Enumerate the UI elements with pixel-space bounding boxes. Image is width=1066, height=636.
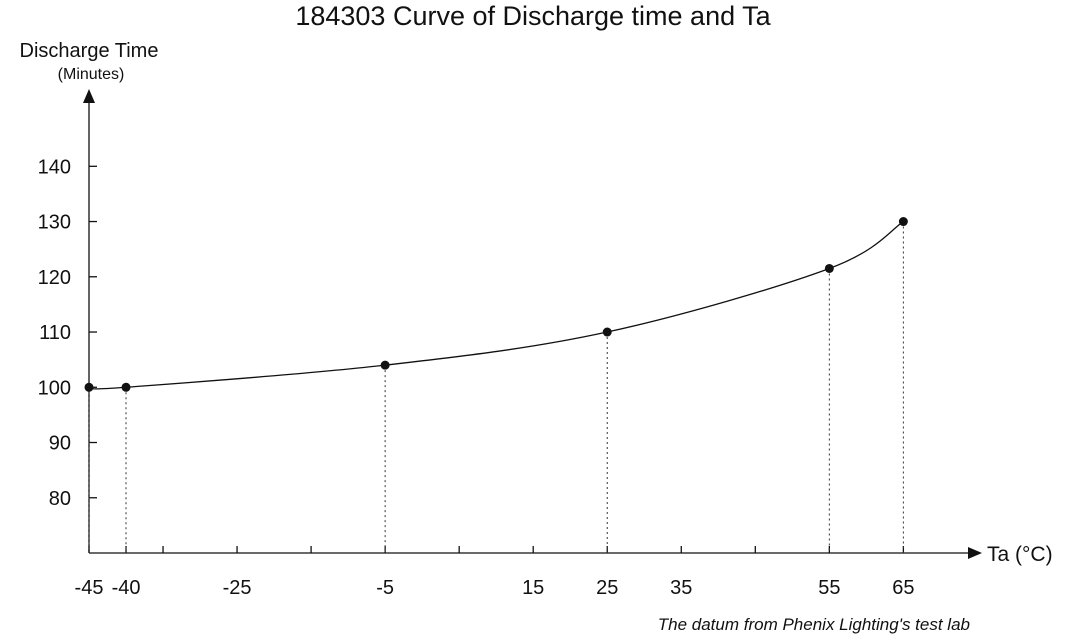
data-point xyxy=(898,217,908,227)
x-tick-label: 35 xyxy=(670,577,692,599)
y-tick-label: 140 xyxy=(38,156,71,178)
data-point xyxy=(84,382,94,392)
chart-footnote: The datum from Phenix Lighting's test la… xyxy=(658,615,970,634)
data-point xyxy=(121,382,131,392)
y-axis-label: Discharge Time xyxy=(20,40,159,62)
x-tick-label: 25 xyxy=(596,577,618,599)
y-tick-label: 90 xyxy=(49,433,71,455)
x-tick-label: -40 xyxy=(112,577,141,599)
y-axis-unit: (Minutes) xyxy=(58,66,125,83)
x-tick-label: 55 xyxy=(818,577,840,599)
y-tick-label: 130 xyxy=(38,212,71,234)
x-axis-label: Ta (°C) xyxy=(987,543,1053,566)
data-point xyxy=(380,360,390,370)
data-point xyxy=(602,327,612,337)
y-tick-label: 100 xyxy=(38,377,71,399)
y-tick-label: 120 xyxy=(38,267,71,289)
x-tick-label: 65 xyxy=(892,577,914,599)
y-tick-label: 80 xyxy=(49,488,71,510)
axis-ticks: 80 90 100 110 120 130 140 -45 -40 -25 -5 15 25 35 55 65 xyxy=(38,156,915,599)
y-tick-label: 110 xyxy=(39,322,71,344)
x-tick-label: 15 xyxy=(522,577,544,599)
x-axis-arrow xyxy=(968,547,982,559)
data-point xyxy=(824,263,834,273)
x-tick-label: -25 xyxy=(223,577,252,599)
drop-lines xyxy=(88,221,904,553)
series-line xyxy=(88,220,904,390)
series-layer xyxy=(84,217,908,392)
chart-title: 184303 Curve of Discharge time and Ta xyxy=(295,1,771,31)
x-tick-label: -5 xyxy=(376,577,394,599)
y-axis-arrow xyxy=(83,89,95,103)
x-tick-label: -45 xyxy=(75,577,104,599)
